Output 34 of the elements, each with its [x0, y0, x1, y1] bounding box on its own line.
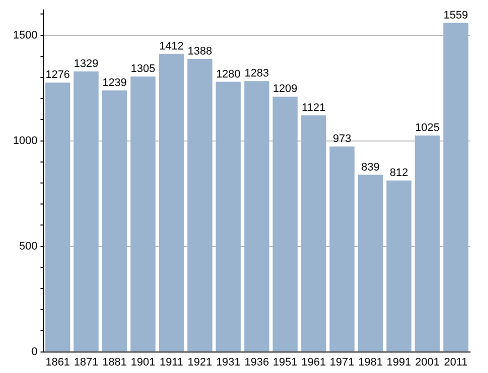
y-tick-label: 1000 — [12, 134, 38, 147]
data-label: 1329 — [74, 58, 98, 70]
data-label: 1025 — [415, 122, 440, 134]
x-tick-label: 1991 — [386, 356, 412, 368]
data-label: 1239 — [102, 76, 127, 89]
data-label: 1305 — [130, 62, 156, 75]
x-tick-label: 1901 — [130, 356, 156, 368]
y-tick-label: 500 — [19, 240, 38, 252]
data-label: 973 — [332, 133, 352, 146]
x-tick-label: 2011 — [444, 356, 468, 368]
x-tick-label: 1931 — [216, 356, 241, 368]
x-tick-label: 1971 — [330, 356, 354, 368]
data-label: 812 — [390, 167, 408, 180]
x-tick-label: 1921 — [188, 356, 212, 368]
y-tick-label: 0 — [31, 346, 38, 358]
data-label: 839 — [361, 161, 380, 174]
x-tick-label: 1861 — [45, 356, 70, 368]
x-tick-label: 1981 — [358, 356, 383, 368]
x-tick-label: 1881 — [102, 356, 127, 368]
data-label: 1276 — [45, 69, 70, 82]
x-tick-label: 1911 — [160, 356, 184, 368]
data-label: 1388 — [188, 45, 212, 58]
x-tick-label: 1961 — [301, 356, 326, 368]
x-tick-label: 2001 — [415, 356, 440, 368]
x-tick-label: 1936 — [244, 356, 269, 368]
data-label: 1412 — [159, 40, 184, 52]
data-label: 1209 — [272, 83, 298, 96]
data-label: 1280 — [216, 68, 241, 80]
data-label: 1121 — [302, 102, 326, 114]
y-tick-label: 1500 — [12, 29, 38, 42]
data-label: 1559 — [444, 9, 468, 22]
data-label: 1283 — [244, 68, 269, 80]
x-tick-label: 1951 — [272, 356, 298, 368]
x-tick-label: 1871 — [74, 356, 98, 368]
